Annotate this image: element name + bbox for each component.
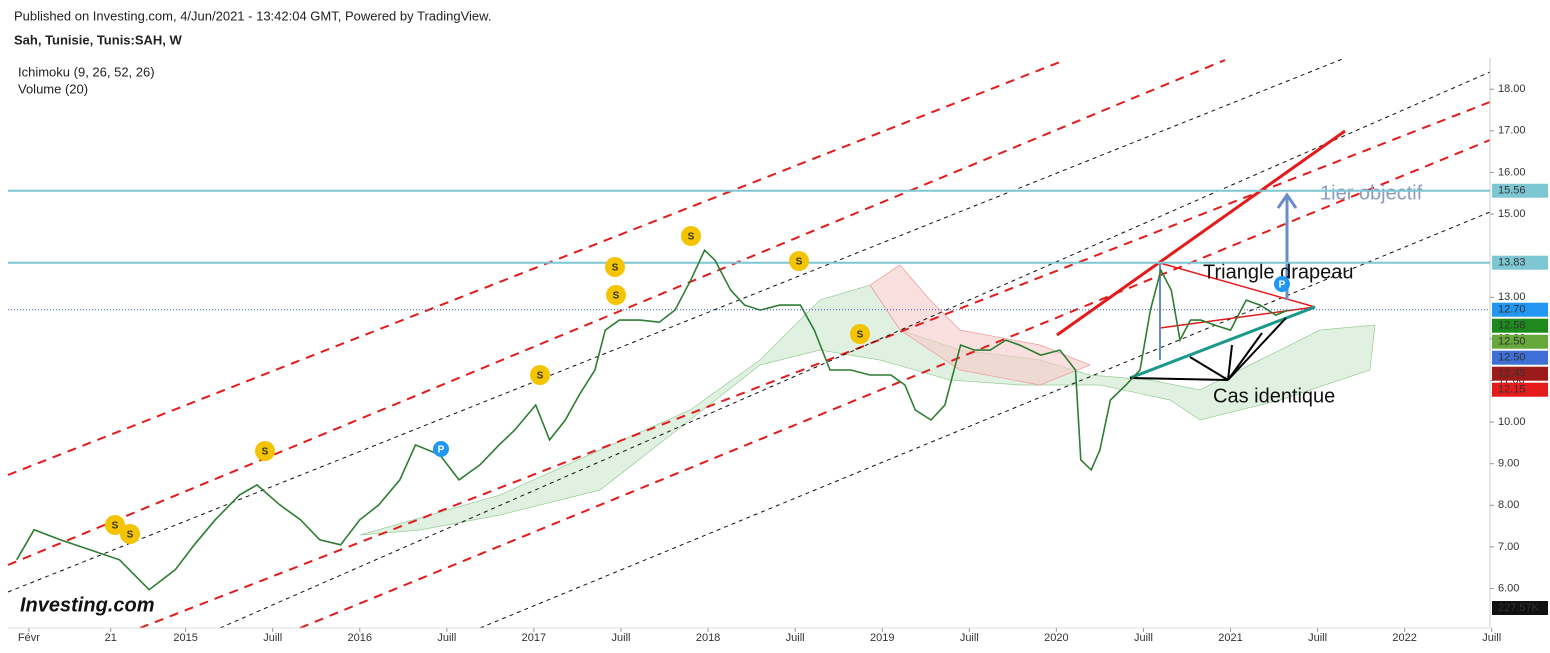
x-tick-label: Juill — [263, 632, 282, 644]
x-tick-label: Juill — [437, 632, 456, 644]
annotation: 1ier objectif — [1320, 182, 1423, 204]
dividend-icon — [105, 515, 125, 535]
drawings — [7, 57, 1491, 629]
y-tick-label: 16.00 — [1498, 166, 1526, 178]
dividend-icon-label: S — [688, 232, 695, 243]
x-tick-label: 21 — [105, 632, 117, 644]
dividend-icon — [530, 365, 550, 385]
dividend-icon — [120, 524, 140, 544]
x-tick-label: Juill — [1308, 632, 1327, 644]
dividend-icon-label: S — [262, 447, 269, 458]
x-tick-label: 2020 — [1044, 632, 1068, 644]
level-label-box — [1492, 255, 1548, 270]
dividend-icon — [255, 441, 275, 461]
x-tick-label: Juill — [960, 632, 979, 644]
dividend-icon-label: S — [796, 257, 803, 268]
price-label-box — [1492, 334, 1548, 349]
x-tick-label: 2021 — [1218, 632, 1242, 644]
y-tick-label: 15.00 — [1498, 208, 1526, 220]
annotation: Cas identique — [1213, 385, 1335, 407]
y-tick-label: 7.00 — [1498, 541, 1519, 553]
volume-label: 227.57K — [1498, 602, 1540, 614]
x-tick-label: Juill — [1482, 632, 1501, 644]
indicator: Volume (20) — [18, 81, 88, 96]
dividend-icon — [681, 226, 701, 246]
x-tick-label: 2022 — [1392, 632, 1416, 644]
price-label: 12.45 — [1498, 368, 1526, 380]
x-tick-label: 2016 — [348, 632, 372, 644]
x-tick-label: Févr — [18, 632, 40, 644]
chart-title: Sah, Tunisie, Tunis:SAH, W — [14, 32, 183, 47]
price-label: 12.58 — [1498, 320, 1526, 332]
level-label: 13.83 — [1498, 257, 1526, 269]
price-label-box — [1492, 302, 1548, 317]
price-line — [16, 248, 1289, 591]
dividend-icon — [789, 251, 809, 271]
x-tick-label: 2017 — [522, 632, 546, 644]
dividend-icon-label: S — [112, 521, 119, 532]
level-label: 15.56 — [1498, 185, 1526, 197]
price-label: 12.50 — [1498, 336, 1526, 348]
price-label-box — [1492, 318, 1548, 333]
x-tick-label: 2018 — [696, 632, 720, 644]
volume-label-box — [1492, 601, 1548, 615]
dividend-icon — [606, 285, 626, 305]
annotation: Triangle drapeau — [1203, 261, 1353, 283]
price-label: 12.70 — [1498, 304, 1526, 316]
y-tick-label: 6.00 — [1498, 582, 1519, 594]
dividend-icon-label: S — [857, 330, 864, 341]
y-tick-label: 17.00 — [1498, 125, 1526, 137]
indicator: Ichimoku (9, 26, 52, 26) — [18, 64, 155, 79]
price-label-box — [1492, 382, 1548, 397]
price-label: 12.15 — [1498, 384, 1526, 396]
x-tick-label: Juill — [786, 632, 805, 644]
price-label-box — [1492, 350, 1548, 365]
x-tick-label: Juill — [612, 632, 631, 644]
pivot-icon-label: P — [1279, 280, 1286, 291]
pivot-icon — [433, 441, 449, 457]
price-label-box — [1492, 366, 1548, 381]
level-label-box — [1492, 183, 1548, 198]
y-tick-label: 10.00 — [1498, 416, 1526, 428]
dividend-icon-label: S — [613, 291, 620, 302]
pivot-icon — [1274, 276, 1290, 292]
price-label: 12.50 — [1498, 352, 1526, 364]
dividend-icon — [850, 324, 870, 344]
dividend-icon — [605, 257, 625, 277]
x-tick-label: Juill — [1134, 632, 1153, 644]
y-tick-label: 18.00 — [1498, 83, 1526, 95]
y-tick-label: 8.00 — [1498, 499, 1519, 511]
dividend-icon-label: S — [127, 530, 134, 541]
dividend-icon-label: S — [612, 263, 619, 274]
x-tick-label: 2015 — [173, 632, 197, 644]
published: Published on Investing.com, 4/Jun/2021 -… — [14, 8, 491, 23]
logo: Investing.com — [20, 594, 154, 616]
y-tick-label: 9.00 — [1498, 458, 1519, 470]
dividend-icon-label: S — [537, 371, 544, 382]
pivot-icon-label: P — [438, 445, 445, 456]
x-tick-label: 2019 — [870, 632, 894, 644]
y-tick-label: 13.00 — [1498, 291, 1526, 303]
